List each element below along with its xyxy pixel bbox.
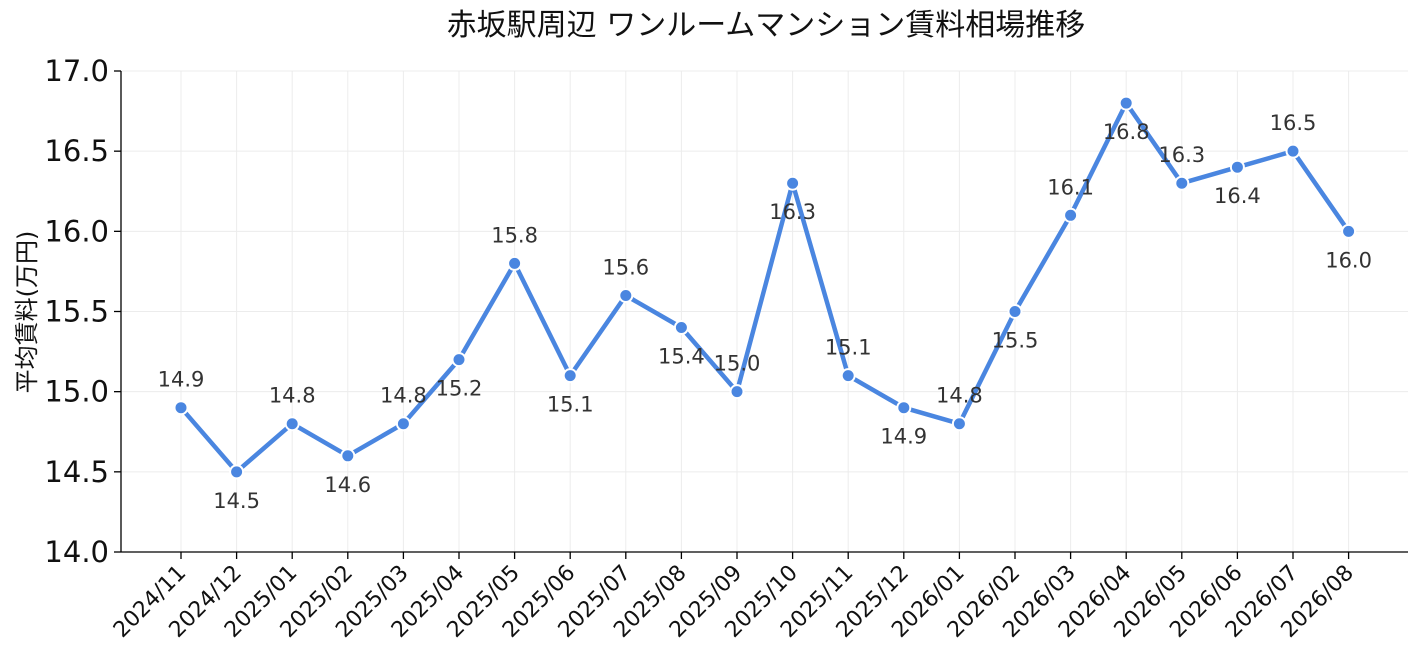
data-point [1174, 175, 1190, 191]
data-point [785, 175, 801, 191]
data-label: 15.2 [436, 377, 483, 401]
y-tick-label: 15.5 [44, 295, 109, 329]
data-point [618, 287, 634, 303]
y-tick-label: 14.0 [44, 535, 109, 569]
data-point [562, 368, 578, 384]
data-point [896, 400, 912, 416]
data-point [340, 448, 356, 464]
data-point [507, 255, 523, 271]
data-label: 14.8 [380, 384, 427, 408]
data-point [1063, 207, 1079, 223]
data-label: 15.4 [658, 345, 705, 369]
data-label: 15.0 [714, 352, 761, 376]
data-point [729, 384, 745, 400]
data-label: 14.9 [158, 368, 205, 392]
data-label: 15.1 [825, 336, 872, 360]
y-tick-label: 16.5 [44, 134, 109, 168]
data-point [284, 416, 300, 432]
data-label: 16.5 [1270, 111, 1317, 135]
data-label: 15.6 [602, 255, 649, 279]
data-label: 14.8 [269, 384, 316, 408]
data-point [1341, 223, 1357, 239]
data-label: 14.6 [324, 473, 371, 497]
y-tick-label: 16.0 [44, 214, 109, 248]
data-label: 16.0 [1325, 248, 1372, 272]
y-axis-label: 平均賃料(万円) [13, 231, 41, 394]
data-point [1229, 159, 1245, 175]
data-point [395, 416, 411, 432]
y-tick-label: 17.0 [44, 54, 109, 88]
data-label: 15.5 [992, 329, 1039, 353]
data-point [229, 464, 245, 480]
data-label: 14.9 [880, 425, 927, 449]
y-tick-label: 15.0 [44, 375, 109, 409]
data-point [173, 400, 189, 416]
grid [121, 70, 1408, 553]
data-labels: 14.9 14.5 14.8 14.6 14.8 15.2 15.8 15.1 15.6 15.4… [158, 111, 1372, 513]
series-polyline [178, 100, 1351, 475]
data-point [673, 320, 689, 336]
data-point [840, 368, 856, 384]
data-label: 16.1 [1047, 175, 1094, 199]
data-label: 16.3 [769, 200, 816, 224]
data-label: 15.8 [491, 223, 538, 247]
data-point [951, 416, 967, 432]
data-point [1285, 143, 1301, 159]
data-point [1007, 304, 1023, 319]
data-label: 16.8 [1103, 120, 1150, 144]
y-tick-label: 14.5 [44, 455, 109, 489]
data-label: 16.3 [1158, 143, 1205, 167]
data-label: 14.5 [213, 489, 260, 513]
data-label: 14.8 [936, 384, 983, 408]
data-point [451, 352, 467, 368]
data-point [1118, 95, 1134, 111]
data-label: 16.4 [1214, 184, 1261, 208]
data-label: 15.1 [547, 393, 594, 417]
series-line [173, 95, 1357, 480]
chart-title: 赤坂駅周辺 ワンルームマンション賃料相場推移 [447, 8, 1086, 43]
